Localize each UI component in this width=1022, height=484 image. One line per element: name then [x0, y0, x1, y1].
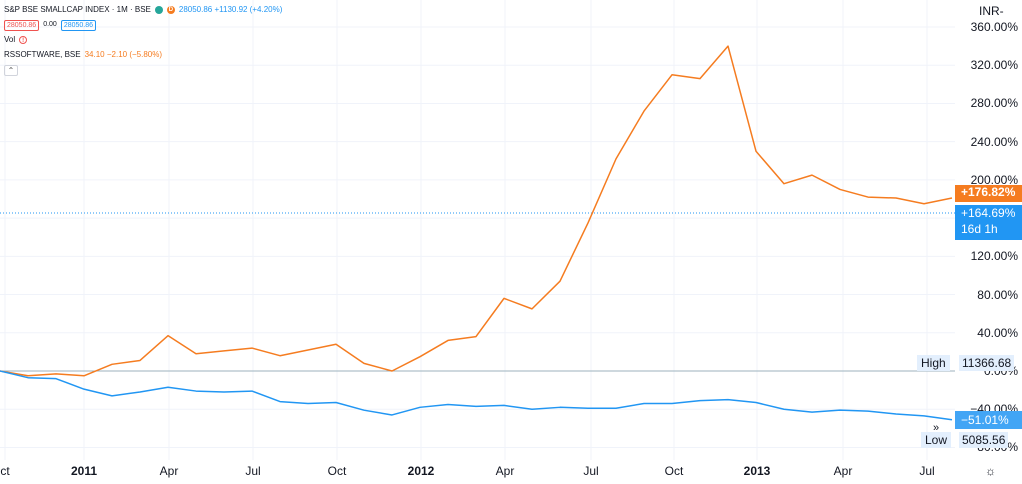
low-line-label: Low: [921, 432, 952, 448]
rssoftware-series-line: [0, 45, 953, 377]
price-tick-label: 240.00%: [970, 134, 1018, 149]
low-value-tag: 5085.56: [959, 432, 1009, 448]
smallcap-series-line: [0, 370, 953, 421]
volume-label: Vol: [4, 35, 16, 44]
collapse-legend-icon[interactable]: ⌃: [4, 64, 18, 76]
chart-legend: S&P BSE SMALLCAP INDEX · 1M · BSE D 2805…: [4, 4, 282, 76]
settings-icon[interactable]: ☼: [985, 464, 996, 478]
price-tick-label: 80.00%: [977, 287, 1018, 302]
countdown-timer: 16d 1h: [961, 222, 998, 236]
rssoftware-last-value-tag: +176.82%: [955, 185, 1022, 202]
price-tick-label: 120.00%: [970, 249, 1018, 264]
price-tick-label: 320.00%: [970, 58, 1018, 73]
spread-value: 0.00: [43, 21, 57, 28]
price-tick-label: 360.00%: [970, 20, 1018, 34]
main-change-values: 28050.86 +1130.92 (+4.20%): [178, 5, 283, 14]
chart-area[interactable]: S&P BSE SMALLCAP INDEX · 1M · BSE D 2805…: [0, 0, 955, 460]
time-tick-label: ct: [0, 464, 10, 478]
price-tick-label: 200.00%: [970, 172, 1018, 187]
time-tick-label: 2011: [70, 464, 98, 478]
price-scale[interactable]: INR- 360.00% 320.00% 280.00% 240.00% 200.00%…: [955, 0, 1022, 484]
time-tick-label: Jul: [245, 464, 261, 478]
main-symbol-title[interactable]: S&P BSE SMALLCAP INDEX · 1M · BSE: [4, 5, 151, 14]
time-tick-label: 2012: [407, 464, 435, 478]
scroll-to-realtime-icon[interactable]: »: [933, 422, 940, 434]
time-tick-label: Oct: [327, 464, 347, 478]
high-value-tag: 11366.68: [959, 355, 1015, 371]
time-tick-label: Apr: [495, 464, 515, 478]
index-last-value-tag: +164.69% 16d 1h: [955, 205, 1022, 240]
high-line-label: High: [917, 355, 950, 371]
time-tick-label: Apr: [159, 464, 179, 478]
market-status-icon: [154, 6, 163, 14]
bid-price-box[interactable]: 28050.86: [4, 19, 40, 31]
legend-collapse-row: ⌃: [4, 64, 282, 76]
ask-price-box[interactable]: 28050.86: [60, 19, 97, 31]
legend-price-row: 28050.86 0.00 28050.86: [4, 19, 282, 31]
smallcap-last-value-tag: −51.01%: [955, 411, 1022, 429]
currency-button[interactable]: INR-: [979, 4, 1004, 18]
chart-plot[interactable]: [0, 0, 955, 460]
time-tick-label: Oct: [664, 464, 684, 478]
time-scale[interactable]: ct 2011 Apr Jul Oct 2012 Apr Jul Oct 2013 Apr Jul: [0, 460, 955, 484]
delayed-data-icon[interactable]: D: [166, 6, 175, 14]
time-tick-label: Apr: [833, 464, 853, 478]
compare-symbol-name: RSSOFTWARE, BSE: [4, 50, 81, 59]
time-tick-label: 2013: [743, 464, 771, 478]
volume-warning-icon[interactable]: !: [19, 36, 28, 44]
time-tick-label: Jul: [919, 464, 935, 478]
price-tick-label: 280.00%: [970, 96, 1018, 111]
legend-compare-row[interactable]: RSSOFTWARE, BSE 34.10 −2.10 (−5.80%): [4, 49, 282, 61]
price-tick-label: 40.00%: [977, 325, 1018, 340]
time-tick-label: Jul: [583, 464, 599, 478]
legend-main-row[interactable]: S&P BSE SMALLCAP INDEX · 1M · BSE D 2805…: [4, 4, 282, 16]
compare-symbol-values: 34.10 −2.10 (−5.80%): [84, 50, 162, 59]
legend-volume-row[interactable]: Vol !: [4, 34, 282, 46]
index-percent-value: +164.69%: [961, 206, 1016, 220]
